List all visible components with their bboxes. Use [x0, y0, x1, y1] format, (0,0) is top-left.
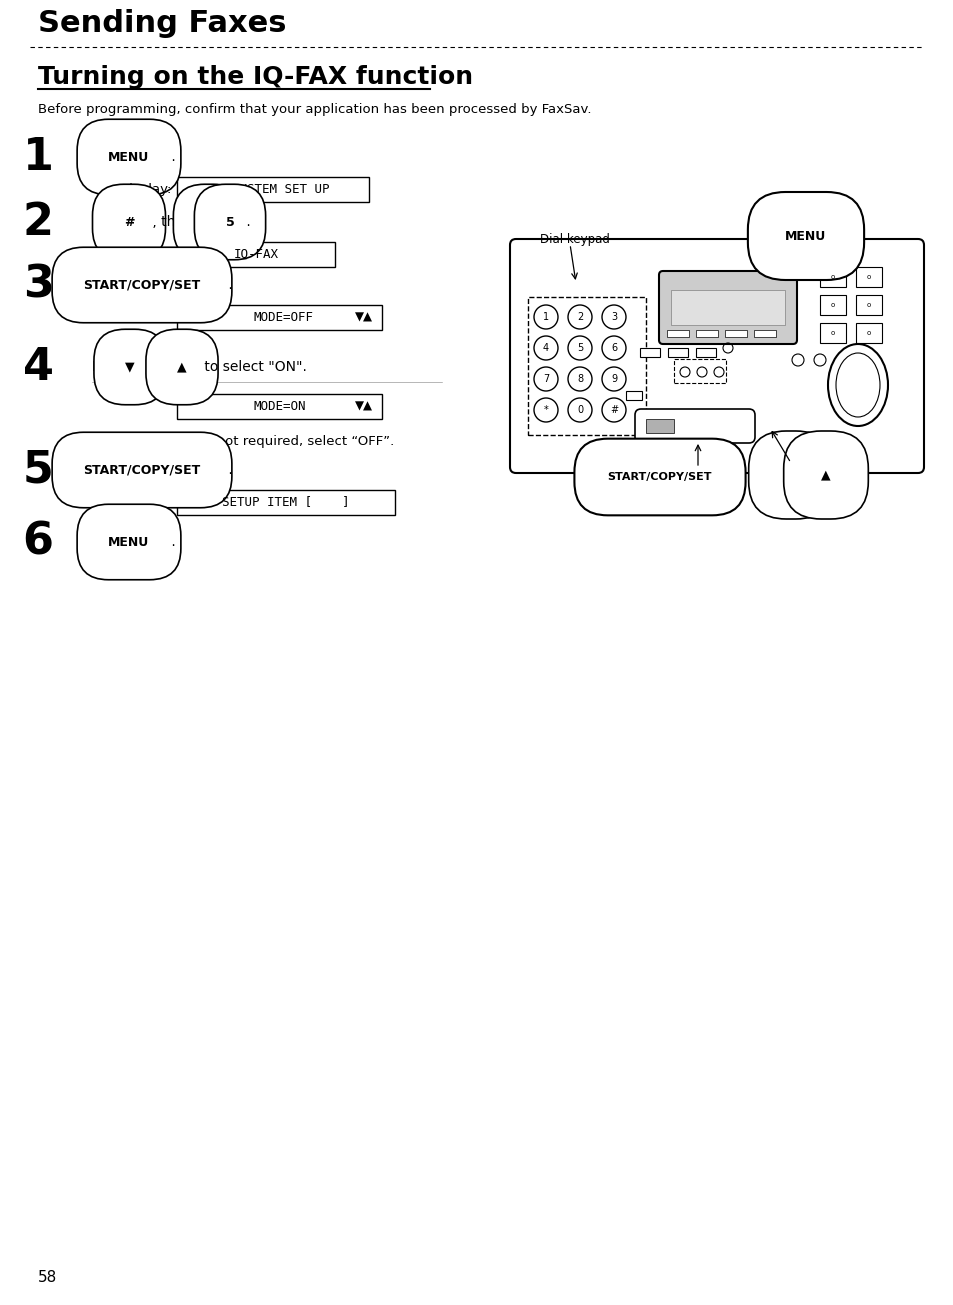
Text: 2: 2: [577, 312, 582, 322]
Text: 5: 5: [23, 449, 53, 492]
Text: MODE=OFF: MODE=OFF: [253, 311, 314, 324]
Text: 7: 7: [542, 375, 549, 384]
Text: START/COPY/SET: START/COPY/SET: [607, 472, 712, 482]
Bar: [667, 348, 687, 358]
FancyBboxPatch shape: [659, 271, 796, 345]
Text: 0: 0: [577, 405, 582, 415]
Text: /: /: [806, 468, 810, 482]
Text: Before programming, confirm that your application has been processed by FaxSav.: Before programming, confirm that your ap…: [38, 103, 591, 116]
Bar: [820, 324, 845, 343]
FancyBboxPatch shape: [635, 408, 754, 442]
Text: 3: 3: [610, 312, 617, 322]
Text: 7: 7: [204, 215, 213, 228]
Text: START/COPY/SET: START/COPY/SET: [83, 463, 200, 476]
Text: MENU: MENU: [784, 230, 825, 243]
Text: Press: Press: [91, 215, 132, 228]
Text: #: #: [609, 405, 618, 415]
Text: ▼: ▼: [125, 360, 134, 373]
Text: MENU: MENU: [109, 150, 150, 163]
Bar: [177, 241, 335, 268]
Text: 5: 5: [577, 343, 582, 352]
Bar: [855, 295, 882, 315]
Bar: [670, 290, 784, 325]
Text: o: o: [866, 330, 870, 335]
Text: .: .: [224, 463, 233, 478]
Text: or: or: [148, 360, 171, 375]
Text: Press: Press: [91, 535, 132, 549]
Text: MODE=ON: MODE=ON: [253, 399, 306, 412]
Text: o: o: [830, 330, 834, 335]
Text: Dial keypad: Dial keypad: [539, 232, 609, 245]
Text: ▼: ▼: [785, 468, 795, 482]
Text: 4: 4: [23, 346, 53, 389]
Bar: [527, 298, 645, 435]
Bar: [820, 295, 845, 315]
Text: *: *: [543, 405, 548, 415]
Text: .: .: [167, 535, 175, 549]
Text: 1: 1: [23, 136, 53, 179]
Bar: [753, 330, 775, 337]
FancyBboxPatch shape: [510, 239, 923, 472]
Ellipse shape: [827, 345, 887, 425]
Text: o: o: [866, 301, 870, 308]
Text: Press: Press: [91, 150, 132, 164]
Text: 5: 5: [226, 215, 234, 228]
Text: 58: 58: [38, 1270, 57, 1284]
Text: ▼▲: ▼▲: [355, 399, 373, 412]
Text: ▲: ▲: [177, 360, 187, 373]
Text: 2: 2: [23, 201, 53, 244]
Text: .: .: [167, 150, 175, 164]
Text: 4: 4: [542, 343, 549, 352]
Text: ▲: ▲: [821, 468, 830, 482]
Bar: [820, 268, 845, 287]
Text: START/COPY/SET: START/COPY/SET: [83, 278, 200, 291]
Bar: [177, 177, 369, 202]
Ellipse shape: [835, 352, 879, 418]
Bar: [639, 348, 659, 358]
Text: , then: , then: [148, 215, 196, 228]
Bar: [177, 489, 395, 515]
Text: 9: 9: [610, 375, 617, 384]
Text: o: o: [866, 274, 870, 281]
Bar: [855, 324, 882, 343]
Bar: [696, 330, 718, 337]
Text: Press: Press: [91, 463, 132, 478]
Text: Turning on the IQ-FAX function: Turning on the IQ-FAX function: [38, 65, 473, 89]
Text: MENU: MENU: [109, 535, 150, 548]
Bar: [855, 268, 882, 287]
Text: ● If this feature is not required, select “OFF”.: ● If this feature is not required, selec…: [91, 435, 394, 448]
Text: Press: Press: [91, 278, 132, 292]
Bar: [625, 392, 641, 401]
Text: 3: 3: [23, 264, 53, 307]
Bar: [696, 348, 716, 358]
Text: 8: 8: [577, 375, 582, 384]
Text: SETUP ITEM [    ]: SETUP ITEM [ ]: [222, 496, 350, 509]
Bar: [645, 419, 673, 433]
Text: #: #: [124, 215, 134, 228]
Bar: [673, 359, 725, 382]
Text: 1.SYSTEM SET UP: 1.SYSTEM SET UP: [216, 183, 329, 196]
Bar: [177, 394, 381, 419]
Bar: [724, 330, 746, 337]
Text: Display:: Display:: [119, 183, 172, 196]
Text: 6: 6: [23, 521, 53, 564]
Text: .: .: [242, 215, 251, 228]
Text: o: o: [830, 274, 834, 281]
Text: .: .: [224, 278, 233, 292]
Text: ▼▲: ▼▲: [355, 311, 373, 324]
Text: Sending Faxes: Sending Faxes: [38, 9, 286, 38]
Text: 1: 1: [542, 312, 549, 322]
Text: to select "ON".: to select "ON".: [200, 360, 307, 375]
Bar: [177, 305, 381, 330]
Bar: [666, 330, 688, 337]
Text: IQ-FAX: IQ-FAX: [233, 248, 278, 261]
Text: 6: 6: [610, 343, 617, 352]
Text: o: o: [830, 301, 834, 308]
Text: Press: Press: [91, 360, 132, 375]
